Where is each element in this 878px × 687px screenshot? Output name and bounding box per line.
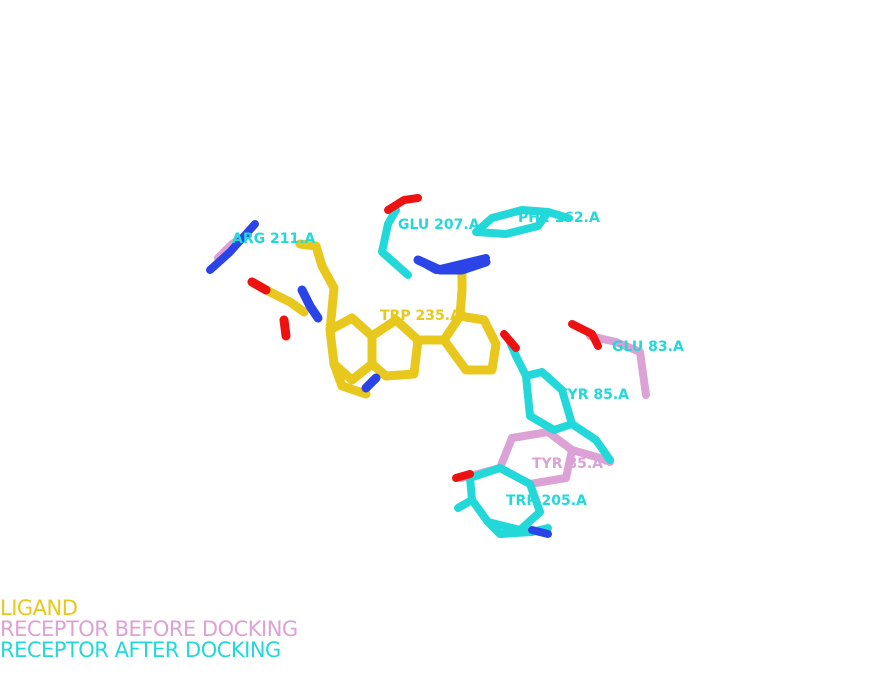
tyr85-after-chain: [568, 420, 614, 464]
ligand-oxygen-1: [247, 277, 271, 295]
ligand-amide-chain: [455, 265, 467, 321]
legend-receptor-before: RECEPTOR BEFORE DOCKING: [0, 617, 298, 641]
ligand-ring-right: [439, 311, 501, 375]
label-glu83: GLU 83.A: [612, 339, 684, 355]
label-trp235: TRP 235.A: [380, 308, 461, 324]
ligand-amide-nitrogen: [413, 255, 491, 275]
label-trp205: TRP 205.A: [506, 493, 587, 509]
trp205-oxygen: [452, 470, 474, 482]
phe162-chain: [544, 208, 572, 222]
ligand-structure: [247, 239, 501, 399]
label-tyr85-after: TYR 85.A: [558, 387, 629, 403]
ligand-heteroatoms: [247, 255, 491, 393]
tyr85-oxygen: [500, 330, 520, 352]
glu207-oxygen: [384, 194, 422, 214]
color-legend: LIGAND RECEPTOR BEFORE DOCKING RECEPTOR …: [0, 598, 298, 661]
residue-labels: ARG 211.A GLU 207.A PHE 162.A TRP 235.A …: [232, 210, 684, 509]
trp205-ring: [466, 464, 544, 534]
ligand-oxygen-2: [279, 315, 291, 341]
label-glu207: GLU 207.A: [398, 217, 480, 233]
ligand-nitrogen-2: [361, 373, 381, 393]
arg211-nitrogen: [206, 220, 259, 274]
ligand-lower-link: [329, 359, 371, 399]
ligand-ring-mid: [367, 315, 423, 381]
glu207-after-stick: [378, 206, 412, 279]
ligand-nitrogen-1: [297, 285, 323, 323]
trp205-chain: [454, 496, 476, 512]
glu83-oxygen: [568, 320, 602, 350]
label-phe162: PHE 162.A: [518, 210, 600, 226]
legend-ligand: LIGAND: [0, 596, 78, 620]
ligand-top-chain: [295, 239, 339, 293]
trp205-nitrogen: [528, 526, 552, 538]
glu83-before-stick: [586, 332, 650, 399]
legend-receptor-after: RECEPTOR AFTER DOCKING: [0, 638, 281, 662]
ligand-left-link: [325, 283, 339, 335]
label-arg211: ARG 211.A: [232, 231, 316, 247]
label-tyr85-before: TYR 85.A: [532, 456, 603, 472]
